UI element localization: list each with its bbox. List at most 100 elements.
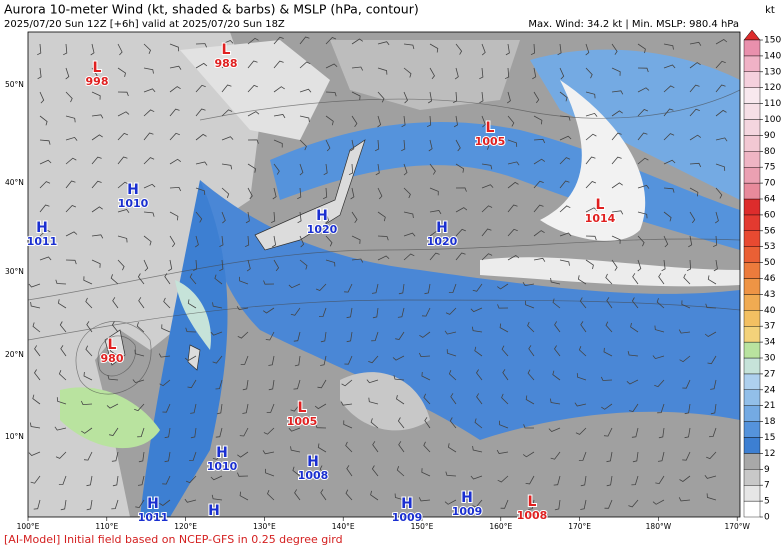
colorbar-label: 70: [764, 179, 776, 189]
wind-barb: [39, 181, 51, 189]
pressure-value: 1020: [307, 223, 338, 236]
wind-barb: [317, 379, 327, 389]
wind-barb: [134, 403, 145, 412]
wind-barb: [398, 283, 405, 295]
wind-barb: [496, 449, 509, 454]
wind-barb: [554, 499, 561, 511]
wind-barb: [63, 43, 68, 56]
wind-barb: [403, 232, 416, 237]
colorbar-label: 110: [764, 99, 781, 109]
wind-barb: [427, 91, 433, 104]
wind-barb: [585, 112, 598, 117]
wind-barb: [351, 211, 358, 224]
wind-barb: [474, 346, 483, 357]
pressure-symbol: L: [108, 337, 117, 353]
wind-barb: [247, 139, 259, 144]
wind-barb: [663, 43, 674, 50]
wind-barb: [421, 371, 431, 381]
wind-barb: [637, 43, 646, 54]
wind-barb: [195, 133, 207, 141]
wind-barb: [137, 427, 145, 438]
wind-barb: [559, 205, 571, 213]
wind-barb: [143, 88, 156, 93]
wind-barb: [663, 133, 675, 141]
wind-barb: [421, 468, 431, 477]
wind-barb: [481, 43, 486, 56]
wind-barb: [377, 255, 390, 261]
wind-barb: [403, 253, 415, 261]
wind-barb: [663, 108, 674, 117]
wind-barb: [481, 253, 493, 261]
wind-barb: [346, 331, 353, 343]
wind-barb: [419, 331, 431, 338]
colorbar-label: 130: [764, 67, 781, 77]
wind-barb: [626, 379, 639, 385]
colorbar-label: 53: [764, 242, 775, 252]
wind-barb: [481, 115, 486, 128]
wind-barb: [533, 158, 546, 165]
wind-barb: [499, 323, 509, 333]
pressure-symbol: L: [596, 197, 605, 213]
wind-barb: [212, 355, 223, 364]
wind-barb: [606, 475, 613, 487]
wind-barb: [611, 210, 624, 215]
wind-barb: [351, 38, 364, 45]
wind-barb: [135, 499, 145, 509]
wind-barb: [117, 235, 128, 243]
wind-barb: [444, 330, 457, 335]
wind-barb: [221, 211, 226, 224]
wind-barb: [184, 498, 197, 503]
wind-barb: [455, 228, 466, 237]
pressure-value: 1020: [427, 235, 458, 248]
wind-barb: [552, 298, 561, 309]
wind-barb: [221, 187, 230, 198]
wind-barb: [522, 281, 535, 287]
wind-barb: [345, 441, 353, 453]
wind-barb: [273, 163, 280, 175]
wind-barb: [683, 273, 691, 285]
wind-barb: [377, 235, 389, 241]
wind-barb: [185, 475, 197, 484]
wind-barb: [58, 370, 67, 381]
wind-barb: [715, 39, 728, 45]
wind-barb: [505, 43, 510, 56]
wind-barb: [368, 397, 379, 405]
wind-barb: [715, 109, 727, 117]
wind-barb: [397, 307, 405, 318]
wind-barb: [86, 499, 93, 511]
wind-barb: [605, 321, 613, 333]
wind-barb: [657, 451, 665, 462]
wind-barb: [661, 259, 666, 272]
colorbar-label: 34: [764, 338, 776, 348]
wind-barb: [522, 451, 535, 458]
wind-barb: [574, 402, 587, 407]
wind-barb: [83, 371, 93, 381]
wind-barb: [297, 211, 302, 224]
wind-barb: [715, 60, 726, 69]
wind-barb: [265, 331, 275, 341]
colorbar-segment: [743, 294, 761, 311]
wind-barb: [244, 235, 250, 248]
wind-barb: [34, 369, 41, 381]
wind-barb: [706, 493, 717, 501]
colorbar-segment: [743, 182, 761, 200]
colorbar-segment: [743, 485, 761, 502]
wind-barb: [585, 91, 596, 99]
wind-barb: [91, 234, 104, 239]
wind-barb: [162, 403, 171, 413]
wind-barb: [187, 379, 197, 389]
wind-barb: [578, 451, 587, 461]
wind-barb: [210, 475, 223, 481]
subtitle: 2025/07/20 Sun 12Z [+6h] valid at 2025/0…: [4, 19, 285, 30]
longitude-label: 120°E: [174, 522, 197, 531]
wind-barb: [689, 41, 702, 46]
wind-barb: [91, 67, 98, 79]
wind-barb: [169, 235, 176, 248]
wind-barb: [299, 115, 310, 123]
wind-barb: [679, 355, 691, 363]
pressure-value: 1005: [287, 415, 318, 428]
wind-barb: [30, 475, 41, 484]
wind-barb: [169, 186, 182, 192]
wind-barb: [686, 259, 692, 272]
wind-barb: [239, 491, 249, 501]
